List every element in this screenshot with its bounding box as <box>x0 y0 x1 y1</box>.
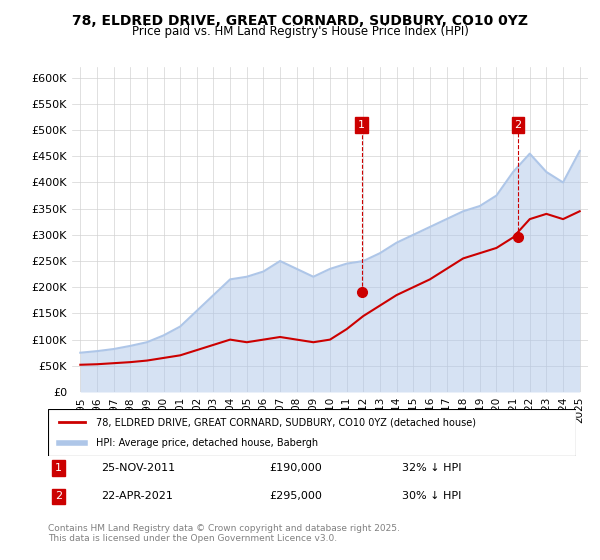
Text: 25-NOV-2011: 25-NOV-2011 <box>101 463 175 473</box>
Text: 2: 2 <box>55 491 62 501</box>
Text: £190,000: £190,000 <box>270 463 323 473</box>
Text: 2: 2 <box>515 120 521 130</box>
Text: 78, ELDRED DRIVE, GREAT CORNARD, SUDBURY, CO10 0YZ (detached house): 78, ELDRED DRIVE, GREAT CORNARD, SUDBURY… <box>95 417 476 427</box>
Text: 30% ↓ HPI: 30% ↓ HPI <box>402 491 461 501</box>
Text: 1: 1 <box>358 120 365 130</box>
Text: 32% ↓ HPI: 32% ↓ HPI <box>402 463 461 473</box>
Text: 78, ELDRED DRIVE, GREAT CORNARD, SUDBURY, CO10 0YZ: 78, ELDRED DRIVE, GREAT CORNARD, SUDBURY… <box>72 14 528 28</box>
Text: Contains HM Land Registry data © Crown copyright and database right 2025.
This d: Contains HM Land Registry data © Crown c… <box>48 524 400 543</box>
Text: £295,000: £295,000 <box>270 491 323 501</box>
Text: 1: 1 <box>55 463 62 473</box>
Text: 22-APR-2021: 22-APR-2021 <box>101 491 173 501</box>
Text: HPI: Average price, detached house, Babergh: HPI: Average price, detached house, Babe… <box>95 438 317 448</box>
FancyBboxPatch shape <box>48 409 576 456</box>
Text: Price paid vs. HM Land Registry's House Price Index (HPI): Price paid vs. HM Land Registry's House … <box>131 25 469 38</box>
